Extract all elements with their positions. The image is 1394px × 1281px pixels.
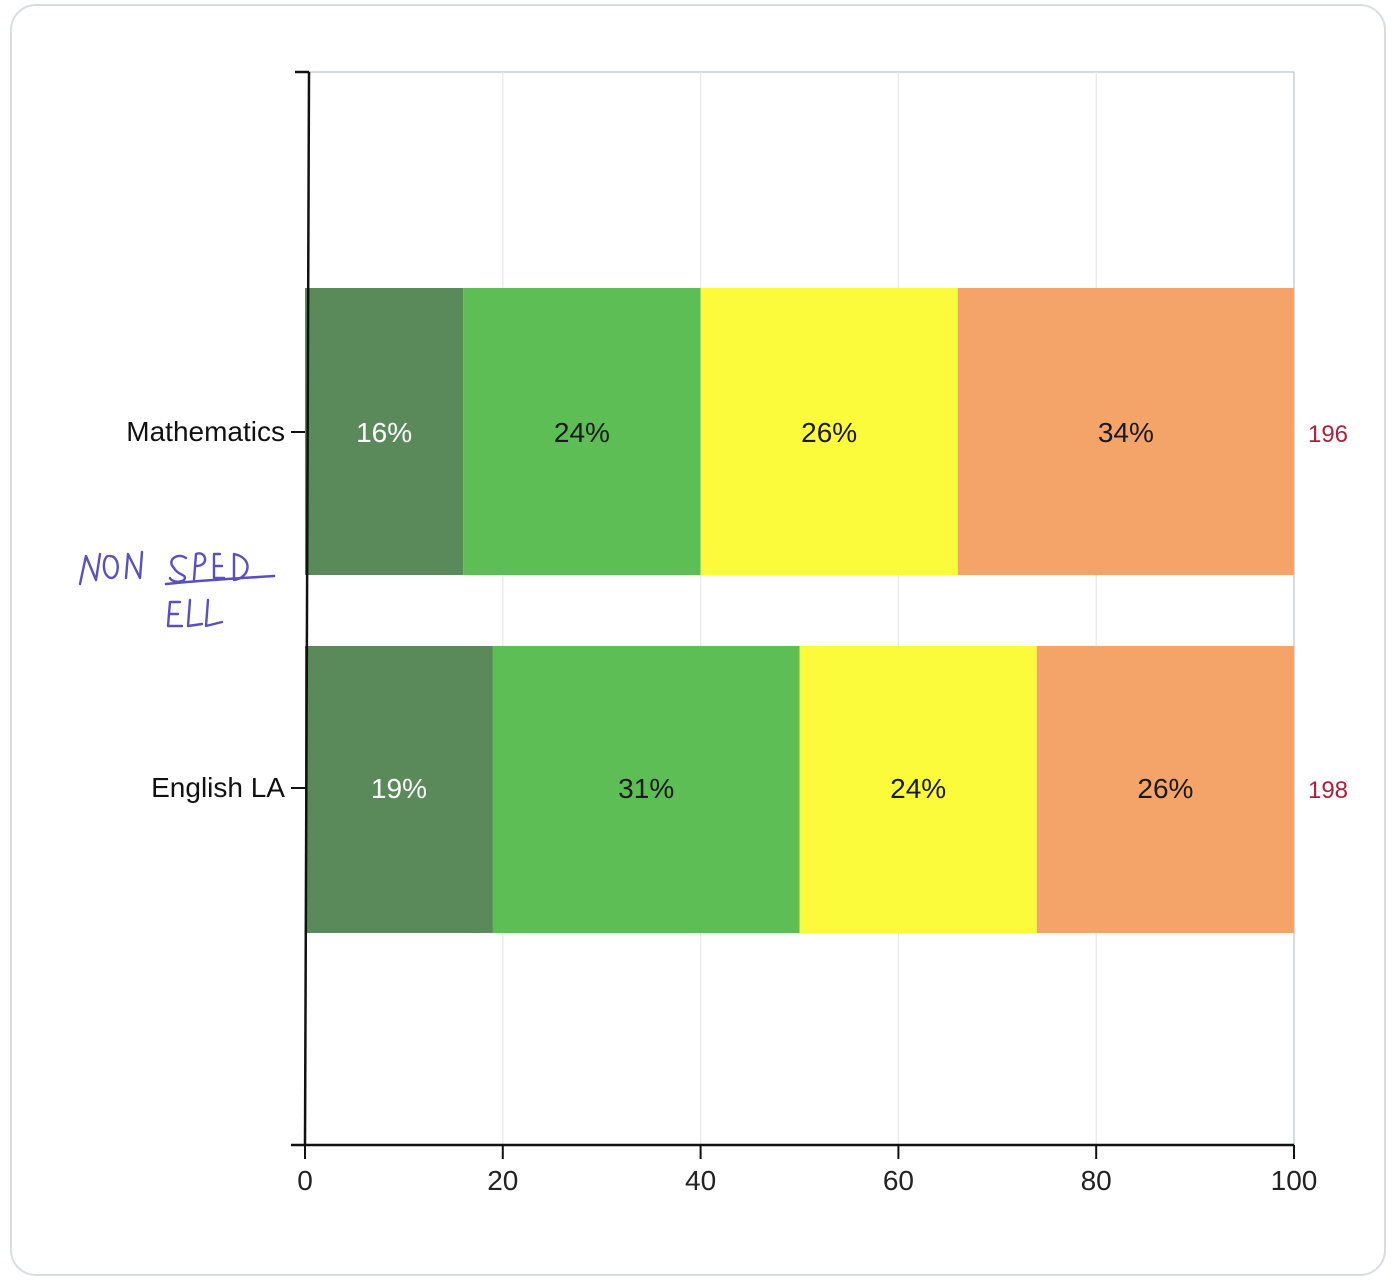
bar-segment-english-la-3 [799,646,1037,933]
bar-segment-mathematics-1 [305,288,464,575]
segment-label: 19% [371,773,427,804]
x-tick-label: 80 [1081,1165,1112,1196]
bar-segment-english-la-2 [492,646,800,933]
bar-totals: 196 198 [1308,421,1348,804]
bar-total: 196 [1308,421,1348,448]
x-axis-ticks: 0 20 40 60 80 100 [297,1145,1317,1196]
segment-label: 26% [801,417,857,448]
axes [291,70,1294,1147]
y-axis-ticks: Mathematics English LA [126,416,305,803]
segment-label: 24% [554,417,610,448]
bar-segment-mathematics-2 [463,288,701,575]
bar-segment-english-la-1 [305,646,493,933]
bar-segment-mathematics-4 [957,288,1294,575]
handwriting-non-sped [78,550,249,586]
chart-card [10,4,1386,1276]
bar-segment-mathematics-3 [700,288,958,575]
x-tick-label: 40 [685,1165,716,1196]
segment-label: 16% [356,417,412,448]
bar-segment-english-la-4 [1036,646,1294,933]
x-tick-label: 0 [297,1165,313,1196]
segment-label: 34% [1098,417,1154,448]
segment-label: 24% [890,773,946,804]
y-category-label: Mathematics [126,416,285,447]
x-tick-label: 20 [487,1165,518,1196]
segment-label: 26% [1137,773,1193,804]
x-tick-label: 100 [1271,1165,1318,1196]
handwriting-ell [166,598,224,628]
y-axis-line [303,71,311,1146]
bars [305,288,1294,933]
y-category-label: English LA [151,772,285,803]
segment-label: 31% [618,773,674,804]
handwritten-note [78,550,276,628]
gridlines [305,71,1295,1145]
handwriting-underline [164,574,276,586]
x-tick-label: 60 [883,1165,914,1196]
segment-labels: 16% 24% 26% 34% 19% 31% 24% 26% [356,417,1193,804]
bar-total: 198 [1308,777,1348,804]
